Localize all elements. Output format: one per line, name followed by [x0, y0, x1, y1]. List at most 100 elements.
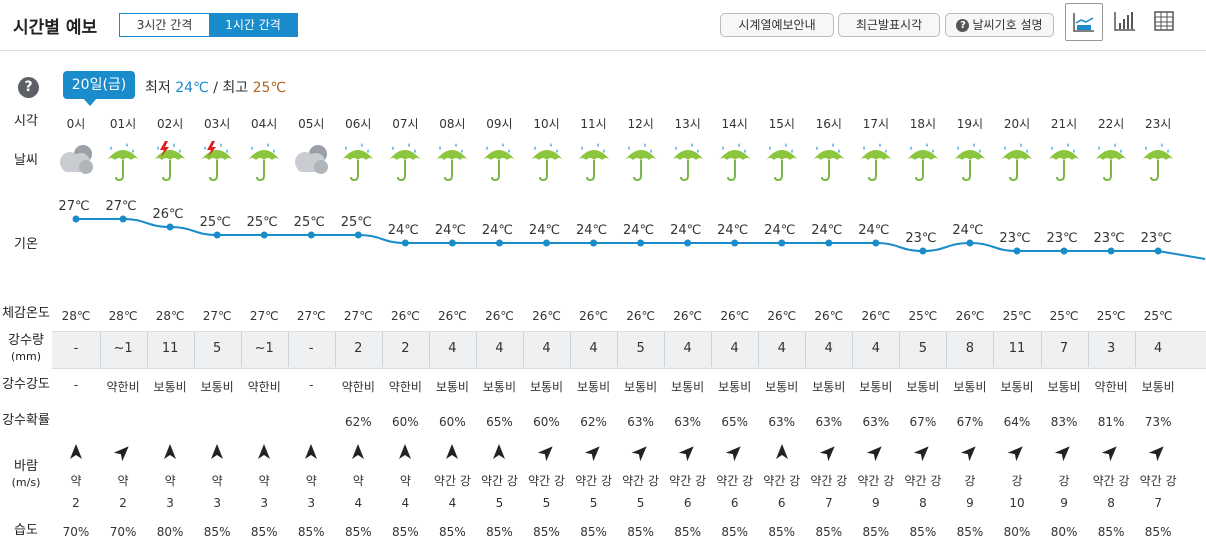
- precip-intensity: 약한비: [106, 380, 140, 394]
- feels-like-value: 26℃: [626, 309, 655, 323]
- table-view-button[interactable]: [1146, 3, 1182, 39]
- precip-intensity: 보통비: [953, 380, 987, 394]
- precip-probability: 67%: [956, 415, 984, 429]
- column-divider: [147, 332, 148, 367]
- column-divider: [1088, 332, 1089, 367]
- time-label: 01시: [109, 117, 137, 131]
- temp-label: 27℃: [105, 199, 137, 214]
- rain-umbrella-icon: [809, 140, 849, 188]
- temp-label: 24℃: [811, 223, 843, 238]
- wind-direction-arrow-icon: [584, 444, 601, 462]
- temperature-point: [1154, 247, 1162, 255]
- timeseries-guide-button[interactable]: 시계열예보안내: [720, 13, 834, 37]
- feels-like-value: 28℃: [155, 309, 185, 323]
- temperature-point: [213, 231, 221, 239]
- time-label: 16시: [815, 117, 842, 131]
- time-label: 13시: [674, 117, 701, 131]
- temperature-point: [166, 223, 174, 231]
- wind-direction-arrow-icon: [257, 444, 271, 460]
- symbol-help-label: 날씨기호 설명: [972, 18, 1043, 32]
- humidity-value: 80%: [1050, 525, 1078, 539]
- rain-umbrella-icon: [385, 140, 425, 188]
- precip-intensity: 보통비: [529, 380, 564, 394]
- wind-direction-arrow-icon: [351, 444, 365, 460]
- column-divider: [429, 332, 430, 367]
- wind-speed: 7: [824, 496, 833, 510]
- temp-label: 26℃: [152, 207, 184, 222]
- wind-level: 약간 강: [622, 474, 660, 488]
- humidity-value: 85%: [392, 525, 419, 539]
- feels-like-value: 26℃: [438, 309, 467, 323]
- precip-intensity: 보통비: [671, 380, 705, 394]
- wind-level: 약: [258, 474, 270, 488]
- wind-level: 약: [305, 474, 317, 488]
- precip-intensity: 보통비: [482, 380, 516, 394]
- wind-speed: 9: [966, 496, 974, 510]
- precip-probability: 63%: [862, 415, 890, 429]
- humidity-value: 85%: [721, 525, 749, 539]
- temperature-point: [354, 231, 362, 239]
- feels-like-value: 26℃: [532, 309, 561, 323]
- temp-label: 23℃: [1140, 231, 1172, 246]
- wind-direction-arrow-icon: [69, 444, 83, 460]
- temp-label: 25℃: [293, 215, 325, 230]
- temp-label: 24℃: [481, 223, 514, 238]
- time-label: 07시: [392, 117, 419, 131]
- feels-like-value: 25℃: [908, 309, 938, 323]
- interval-toggle: 3시간 간격 1시간 간격: [119, 13, 298, 37]
- time-label: 06시: [345, 117, 372, 131]
- row-label-precip: 강수량 (mm): [0, 333, 52, 365]
- temperature-point: [684, 239, 692, 247]
- precip-label: 강수량: [8, 333, 44, 348]
- graph-view-button[interactable]: [1065, 3, 1103, 41]
- temperature-point: [637, 239, 645, 247]
- header-bar: 시간별 예보 3시간 간격 1시간 간격 시계열예보안내 최근발표시각 ? 날씨기…: [0, 0, 1206, 51]
- precip-probability: 81%: [1097, 415, 1125, 429]
- precip-probability: 63%: [627, 415, 654, 429]
- wind-speed: 2: [119, 496, 127, 510]
- precip-intensity: 보통비: [859, 380, 893, 394]
- temp-label: 23℃: [999, 231, 1031, 246]
- temperature-point: [72, 215, 80, 223]
- precip-probability: 62%: [580, 415, 607, 429]
- min-temp-label: 최저: [145, 80, 171, 96]
- precip-value: 11: [161, 341, 179, 356]
- wind-speed: 3: [307, 496, 316, 510]
- wind-direction-arrow-icon: [445, 444, 459, 460]
- humidity-value: 85%: [250, 525, 278, 539]
- column-divider: [288, 332, 289, 367]
- interval-3h-button[interactable]: 3시간 간격: [120, 14, 209, 36]
- temperature-point: [966, 239, 974, 247]
- help-icon[interactable]: ?: [18, 77, 39, 98]
- humidity-value: 85%: [627, 525, 654, 539]
- precip-unit: (mm): [10, 350, 41, 363]
- time-label: 08시: [439, 117, 466, 131]
- rain-umbrella-icon: [574, 140, 614, 188]
- feels-like-value: 27℃: [296, 309, 326, 323]
- bar-chart-view-button[interactable]: [1107, 3, 1143, 39]
- temp-label: 24℃: [528, 223, 561, 238]
- wind-label: 바람: [14, 459, 38, 474]
- wind-direction-arrow-icon: [304, 444, 318, 460]
- symbol-help-button[interactable]: ? 날씨기호 설명: [945, 13, 1054, 37]
- row-label-feels: 체감온도: [2, 306, 50, 321]
- humidity-value: 85%: [909, 525, 937, 539]
- precip-probability: 63%: [768, 415, 796, 429]
- humidity-value: 85%: [486, 525, 513, 539]
- column-divider: [335, 332, 336, 367]
- column-divider: [523, 332, 524, 367]
- precip-value: 5: [213, 341, 222, 356]
- column-divider: [805, 332, 806, 367]
- latest-release-button[interactable]: 최근발표시각: [838, 13, 940, 37]
- feels-like-value: 27℃: [202, 309, 232, 323]
- precip-value: 3: [1106, 341, 1116, 356]
- interval-1h-button[interactable]: 1시간 간격: [209, 14, 297, 36]
- bar-chart-icon: [1114, 12, 1135, 31]
- wind-speed: 6: [777, 496, 786, 510]
- feels-like-value: 26℃: [673, 309, 703, 323]
- wind-level: 약간 강: [904, 474, 942, 488]
- humidity-value: 85%: [297, 525, 325, 539]
- time-label: 12시: [627, 117, 654, 131]
- precip-value: 4: [589, 341, 598, 356]
- wind-direction-arrow-icon: [210, 444, 224, 460]
